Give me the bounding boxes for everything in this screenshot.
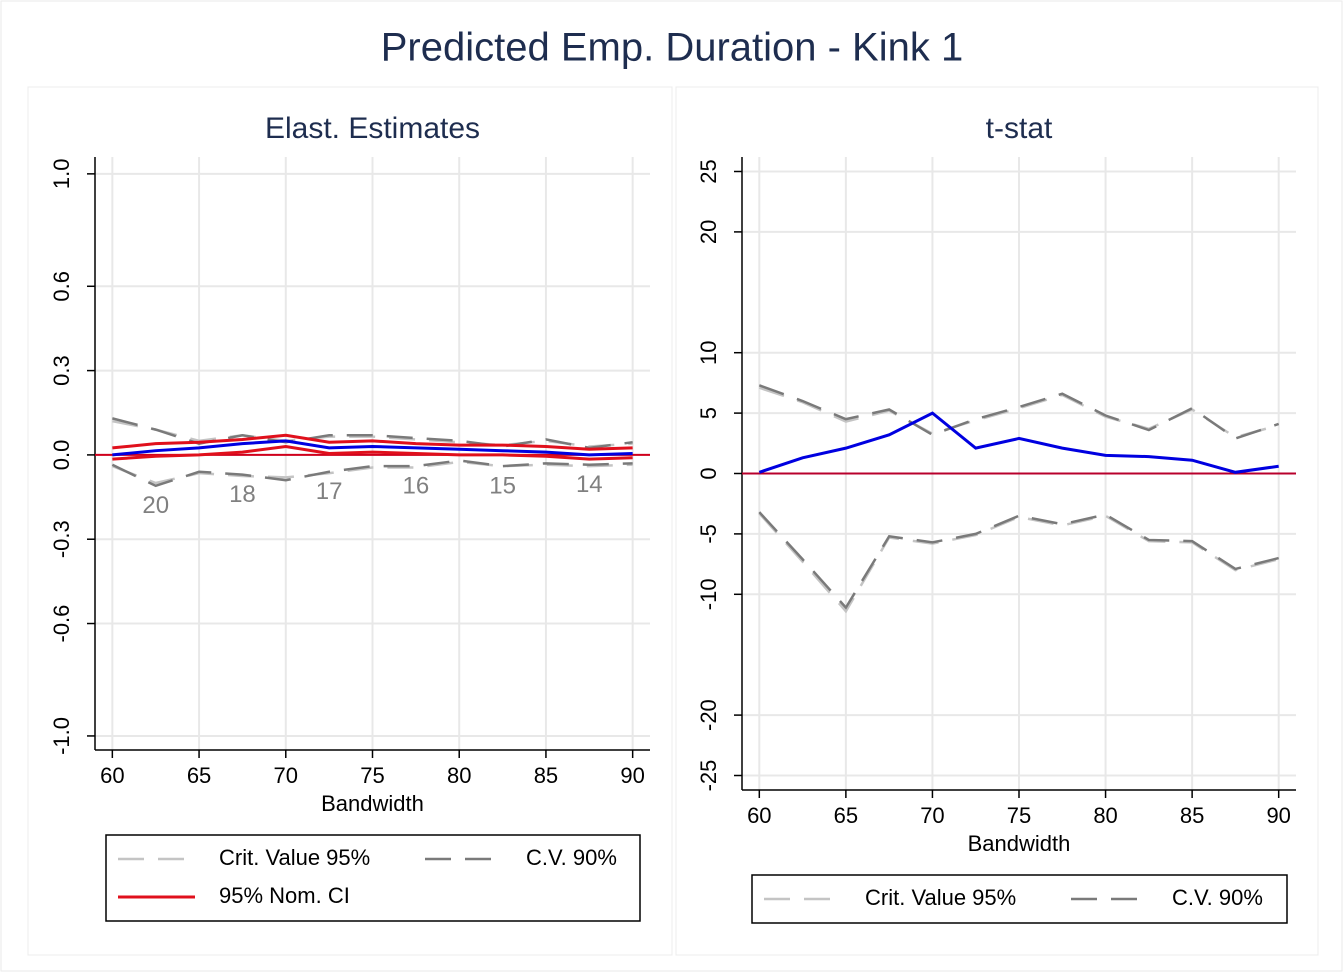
annotation: 15 xyxy=(489,472,516,499)
x-tick-label: 75 xyxy=(1007,803,1031,828)
annotation: 14 xyxy=(576,471,603,498)
series-line xyxy=(111,460,633,485)
y-tick-label: 20 xyxy=(696,220,721,244)
y-tick-label: 0.0 xyxy=(49,440,74,471)
x-tick-label: 80 xyxy=(447,763,471,788)
panel xyxy=(27,86,673,956)
annotation: 18 xyxy=(229,481,256,508)
annotation: 16 xyxy=(403,472,430,499)
series-line xyxy=(758,411,1279,474)
annotation: 17 xyxy=(316,478,343,505)
x-tick-label: 80 xyxy=(1093,803,1117,828)
annotation: 20 xyxy=(142,492,169,519)
legend-label: Crit. Value 95% xyxy=(865,885,1016,910)
x-tick-label: 60 xyxy=(100,763,124,788)
x-tick-label: 65 xyxy=(187,763,211,788)
legend-label: C.V. 90% xyxy=(526,845,617,870)
series-line xyxy=(758,384,1280,440)
y-tick-label: 0 xyxy=(696,467,721,479)
legend-label: Crit. Value 95% xyxy=(219,845,370,870)
panel-title: t-stat xyxy=(986,112,1053,145)
panel-title: Elast. Estimates xyxy=(265,112,480,145)
figure-title: Predicted Emp. Duration - Kink 1 xyxy=(381,26,963,70)
y-tick-label: 25 xyxy=(696,159,721,183)
x-tick-label: 60 xyxy=(747,803,771,828)
series-line xyxy=(112,439,633,457)
series-line xyxy=(758,511,1279,610)
y-tick-label: -0.6 xyxy=(49,605,74,643)
x-tick-label: 85 xyxy=(534,763,558,788)
x-tick-label: 75 xyxy=(360,763,384,788)
x-tick-label: 70 xyxy=(920,803,944,828)
legend-label: 95% Nom. CI xyxy=(219,883,350,908)
x-tick-label: 70 xyxy=(274,763,298,788)
y-tick-label: -25 xyxy=(696,760,721,792)
y-tick-label: -5 xyxy=(696,524,721,544)
y-tick-label: 0.3 xyxy=(49,355,74,386)
y-tick-label: -10 xyxy=(696,578,721,610)
x-axis-label: Bandwidth xyxy=(321,791,424,816)
x-tick-label: 85 xyxy=(1180,803,1204,828)
series-line xyxy=(112,433,633,451)
x-tick-label: 65 xyxy=(834,803,858,828)
legend-label: C.V. 90% xyxy=(1172,885,1263,910)
panel xyxy=(675,86,1319,956)
series-line xyxy=(112,444,633,461)
series-line xyxy=(111,459,633,488)
x-tick-label: 90 xyxy=(1266,803,1290,828)
y-tick-label: -1.0 xyxy=(49,717,74,755)
y-tick-label: 10 xyxy=(696,340,721,364)
x-axis-label: Bandwidth xyxy=(968,831,1071,856)
y-tick-label: -0.3 xyxy=(49,520,74,558)
y-tick-label: 0.6 xyxy=(49,271,74,302)
x-tick-label: 90 xyxy=(620,763,644,788)
y-tick-label: 5 xyxy=(696,407,721,419)
y-tick-label: 1.0 xyxy=(49,159,74,190)
legend-box xyxy=(105,834,641,922)
legend-box xyxy=(751,874,1288,924)
y-tick-label: -20 xyxy=(696,699,721,731)
